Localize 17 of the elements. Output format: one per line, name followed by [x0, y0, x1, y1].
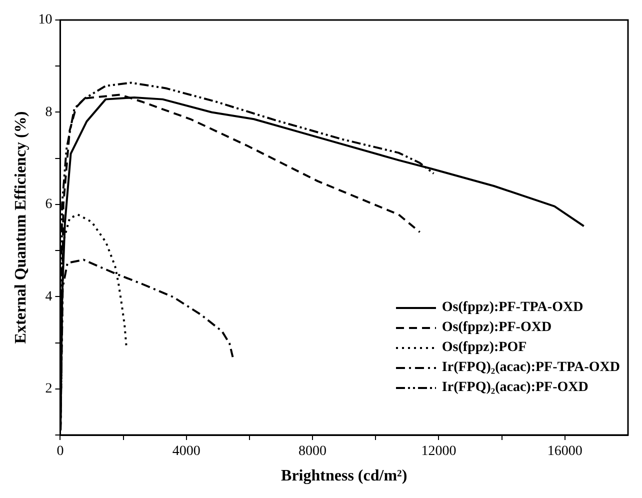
x-tick-label: 12000: [421, 444, 456, 460]
x-tick-label: 0: [56, 444, 64, 460]
y-tick-label: 2: [45, 382, 52, 397]
y-tick-label: 6: [45, 197, 52, 212]
x-axis-title: Brightness (cd/m²): [281, 468, 408, 485]
x-tick-label: 8000: [298, 444, 327, 460]
y-tick-label: 8: [45, 104, 52, 120]
legend-label: Os(fppz):PF-OXD: [442, 319, 552, 337]
y-tick-label: 4: [45, 289, 52, 304]
legend-label: Ir(FPQ)₂(acac):PF-TPA-OXD: [442, 359, 620, 377]
x-tick-label: 16000: [547, 444, 582, 460]
y-tick-label: 10: [38, 12, 52, 28]
y-axis-title: External Quantum Efficiency (%): [12, 111, 30, 344]
legend-label: Os(fppz):POF: [442, 339, 527, 357]
x-tick-label: 4000: [172, 444, 200, 460]
legend-label: Os(fppz):PF-TPA-OXD: [442, 299, 584, 317]
legend-label: Ir(FPQ)₂(acac):PF-OXD: [442, 379, 588, 397]
